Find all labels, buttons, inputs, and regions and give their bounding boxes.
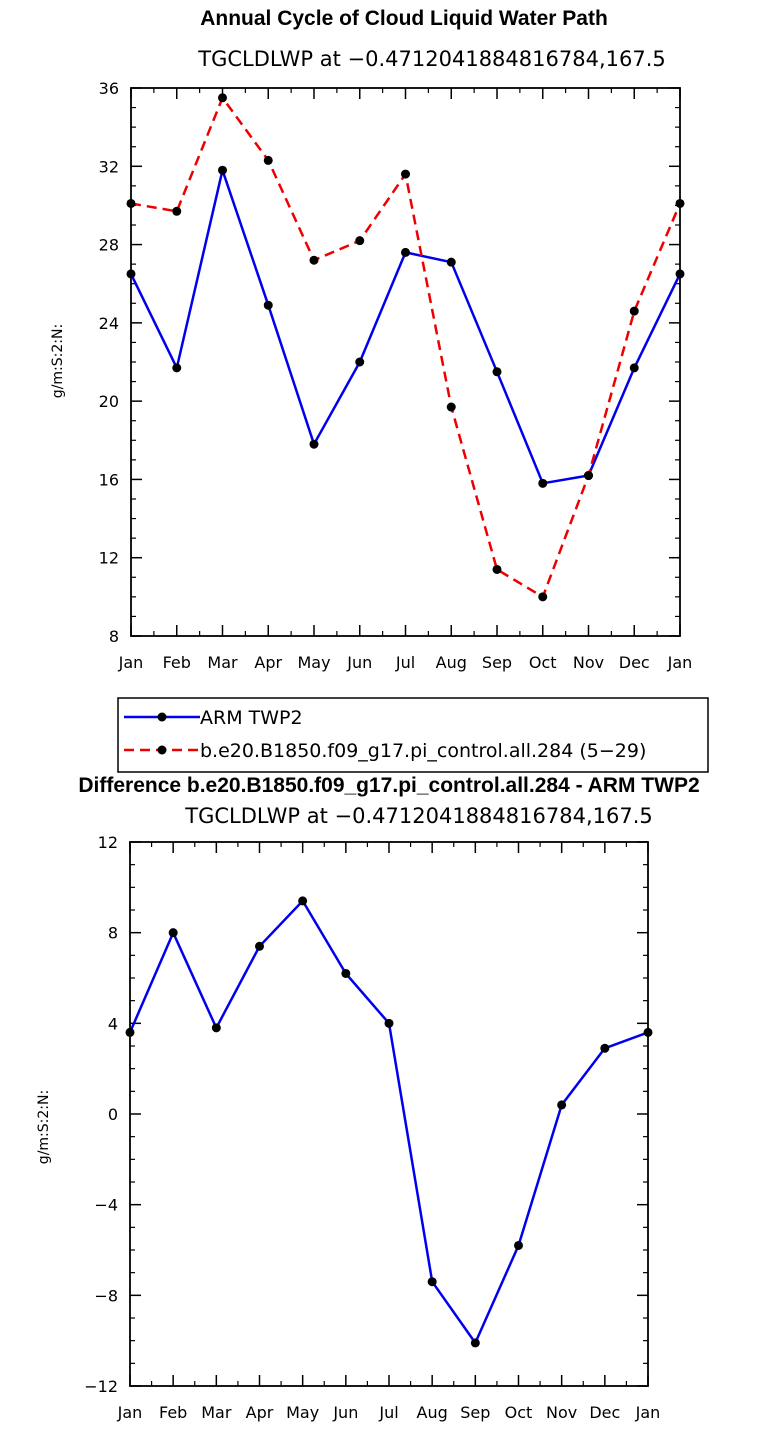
chart2-ytick-label-1: −8 (94, 1286, 118, 1305)
chart1-series-1-point-5 (355, 357, 365, 367)
chart1-subtitle: TGCLDLWP at −0.4712041884816784,167.5 (197, 47, 666, 71)
chart1-xtick-label-8: Sep (482, 653, 512, 672)
chart2-xtick-label-9: Oct (505, 1403, 533, 1422)
chart1-series-2-point-2 (218, 93, 227, 103)
chart2-series-1-point-1 (168, 928, 178, 938)
chart2-series-1-point-7 (427, 1277, 437, 1287)
chart1-series-2-point-8 (492, 564, 502, 574)
chart2-xtick-label-11: Dec (589, 1403, 620, 1422)
chart1-series-1-point-2 (218, 165, 227, 175)
legend-label-series-2: b.e20.B1850.f09_g17.pi_control.all.284 (… (200, 740, 646, 762)
chart2-series-1-point-3 (255, 941, 264, 951)
chart1-xtick-label-0: Jan (118, 653, 144, 672)
chart2-series-1-point-0 (125, 1027, 135, 1037)
chart1-xtick-label-10: Nov (573, 653, 604, 672)
chart1-series-2-point-9 (538, 592, 548, 602)
chart2-series-1-point-12 (643, 1027, 653, 1037)
legend-marker-series-1 (157, 712, 167, 722)
chart1-series-2-point-4 (309, 255, 319, 265)
chart1-series-1-point-8 (492, 367, 502, 377)
chart1-series-2-point-11 (629, 306, 639, 316)
chart1-series-1-point-1 (172, 363, 182, 373)
chart1-ytick-label-0: 8 (109, 627, 119, 646)
chart1-plot-area: Jan Feb Mar Apr May Jun Jul Aug Sep Oct Nov Dec Jan 8… (99, 79, 693, 672)
chart2-xtick-label-10: Nov (546, 1403, 577, 1422)
chart1-ytick-label-2: 16 (99, 470, 119, 489)
chart2-series-1-point-5 (341, 968, 351, 978)
chart1-series-1-point-9 (538, 478, 548, 488)
chart2-ytick-label-4: 4 (108, 1014, 118, 1033)
chart1-xtick-label-11: Dec (619, 653, 650, 672)
chart2-series-1-point-8 (470, 1338, 480, 1348)
chart2-xtick-label-2: Mar (201, 1403, 232, 1422)
chart1-series-1-point-11 (629, 363, 639, 373)
chart1-xtick-label-5: Jun (346, 653, 372, 672)
chart2-xtick-label-3: Apr (246, 1403, 274, 1422)
chart2-frame (129, 841, 649, 1387)
chart2-title: Difference b.e20.B1850.f09_g17.pi_contro… (78, 774, 699, 797)
chart2-xtick-label-7: Aug (417, 1403, 448, 1422)
chart2-xtick-label-0: Jan (117, 1403, 143, 1422)
legend-marker-series-2 (157, 745, 167, 755)
chart1-series-2-point-10 (584, 471, 593, 481)
chart2-series-1-point-9 (514, 1240, 523, 1250)
chart1-xtick-label-12: Jan (667, 653, 693, 672)
chart2-series-1-point-2 (211, 1023, 221, 1033)
chart1-series-2-point-5 (355, 236, 365, 246)
chart1-title: Annual Cycle of Cloud Liquid Water Path (200, 7, 608, 30)
chart2-subtitle: TGCLDLWP at −0.4712041884816784,167.5 (184, 804, 653, 828)
chart1-series-2-point-6 (401, 169, 410, 179)
chart2-ytick-label-0: −12 (84, 1377, 118, 1396)
chart1-series-1-point-4 (309, 439, 319, 449)
chart1-series-line-1 (129, 168, 682, 485)
legend-box (117, 697, 709, 773)
chart2-xtick-label-12: Jan (635, 1403, 661, 1422)
chart1-ytick-label-4: 24 (99, 314, 119, 333)
chart2-plot-area: Jan Feb Mar Apr May Jun Jul Aug Sep Oct Nov Dec Jan −… (84, 833, 660, 1422)
chart1-series-1-point-6 (401, 247, 410, 257)
chart1-xtick-label-1: Feb (163, 653, 191, 672)
chart1-series-1-point-7 (446, 257, 456, 267)
chart1-series-2-point-0 (126, 198, 136, 208)
chart1-ytick-label-7: 36 (99, 79, 119, 98)
chart2-xtick-label-8: Sep (460, 1403, 490, 1422)
chart1-series-1-point-12 (675, 269, 685, 279)
chart1-ylabel: g/m:S:2:N: (50, 324, 66, 398)
chart1-ytick-label-3: 20 (99, 392, 119, 411)
legend: ARM TWP2 b.e20.B1850.f09_g17.pi_control.… (117, 697, 709, 773)
chart2-xtick-label-4: May (286, 1403, 319, 1422)
chart1-xtick-label-7: Aug (436, 653, 467, 672)
chart2-xtick-label-6: Jul (378, 1403, 398, 1422)
chart2-ylabel: g/m:S:2:N: (36, 1090, 52, 1164)
chart2-series-1-point-10 (557, 1100, 567, 1110)
chart1-xtick-label-4: May (297, 653, 330, 672)
chart1-ytick-label-1: 12 (99, 549, 119, 568)
chart1-series-1-point-0 (126, 269, 136, 279)
chart1-series-2-point-7 (446, 402, 456, 412)
chart1-ytick-label-5: 28 (99, 236, 119, 255)
chart2-ytick-label-2: −4 (94, 1196, 118, 1215)
chart2-series-1-point-11 (600, 1043, 610, 1053)
chart1-series-2-point-1 (172, 206, 182, 216)
chart1-xtick-label-9: Oct (529, 653, 557, 672)
chart1-xtick-label-6: Jul (395, 653, 415, 672)
chart2-xtick-label-1: Feb (159, 1403, 187, 1422)
chart1-xtick-label-3: Apr (254, 653, 282, 672)
legend-label-series-1: ARM TWP2 (200, 707, 303, 729)
chart2-ytick-label-5: 8 (108, 924, 118, 943)
chart1-xtick-label-2: Mar (207, 653, 238, 672)
chart2-ytick-label-6: 12 (98, 833, 118, 852)
chart2-series-1-point-6 (384, 1018, 394, 1028)
chart1-series-2-point-12 (675, 198, 685, 208)
chart1-series-2-point-3 (263, 155, 273, 165)
chart2-ytick-label-3: 0 (108, 1105, 118, 1124)
chart1-series-1-point-3 (263, 300, 273, 310)
chart2-series-line-1 (128, 899, 649, 1345)
chart1-ytick-label-6: 32 (99, 157, 119, 176)
chart2-series-1-point-4 (298, 896, 308, 906)
chart2-xtick-label-5: Jun (332, 1403, 358, 1422)
